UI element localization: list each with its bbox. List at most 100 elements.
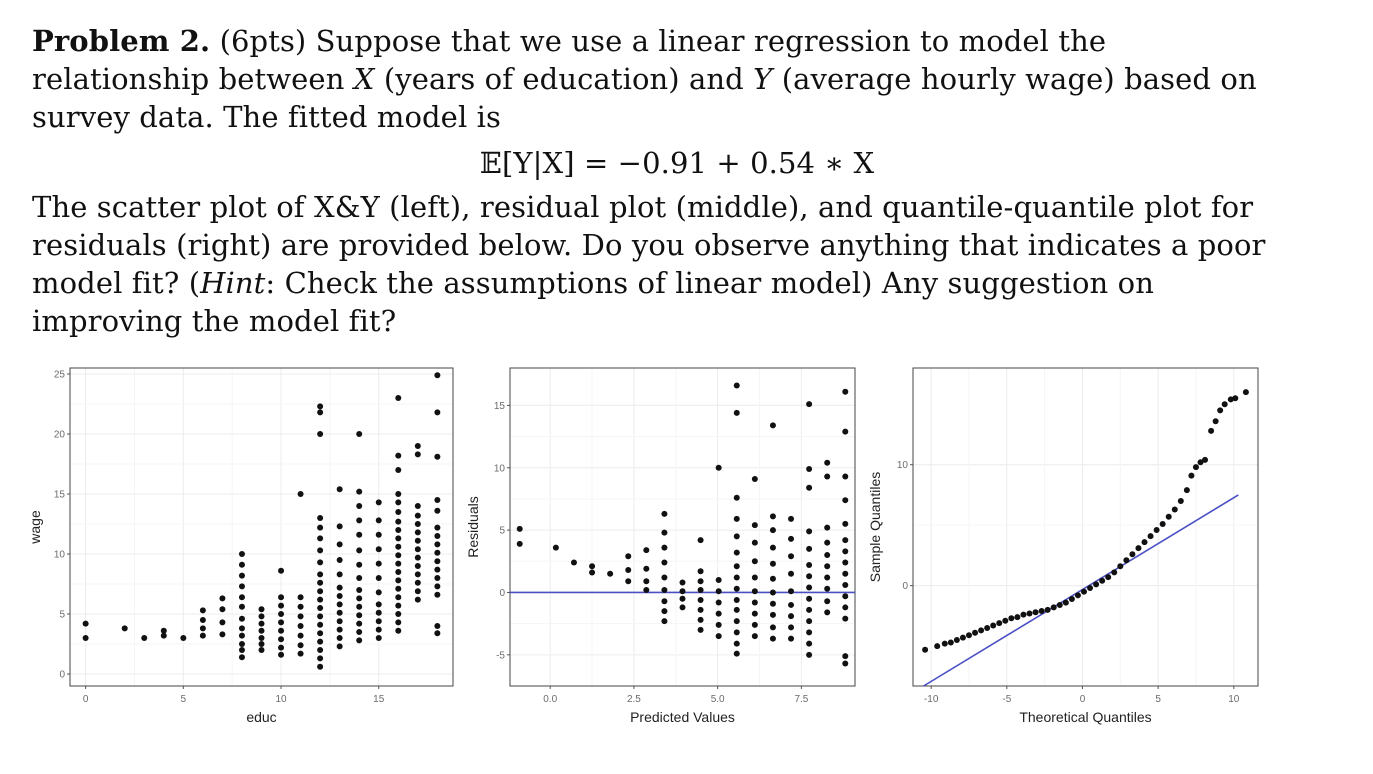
data-point [1093,581,1100,588]
data-point [733,606,740,613]
data-point [733,533,740,540]
hint-label: Hint [200,266,266,300]
data-point [180,635,187,641]
data-point [395,611,402,617]
data-point [414,596,421,603]
data-point [356,603,363,610]
data-point [824,459,831,466]
data-point [336,584,343,591]
data-point [1192,464,1199,471]
data-point [258,647,265,653]
data-point [278,619,285,626]
data-point [1020,611,1027,618]
data-point [788,588,795,595]
data-point [1056,601,1063,608]
data-point [1197,459,1204,466]
data-point [278,602,285,609]
x-tick-label: 0 [1080,694,1086,705]
data-point [570,559,577,566]
data-point [434,583,441,590]
data-point [751,599,758,606]
data-point [395,452,402,459]
data-point [395,552,402,559]
data-point [395,602,402,609]
data-point [806,606,813,613]
data-point [733,563,740,570]
data-point [842,497,849,504]
data-point [336,601,343,608]
data-point [806,618,813,625]
data-point [769,635,776,642]
problem-heading: Problem 2. [32,24,211,58]
qq-plot: -10 -5 0 5 10 0 10 Theoretical Quantiles Sample … [867,367,1259,725]
data-point [82,620,89,627]
data-point [317,579,324,586]
data-point [356,547,363,554]
data-point [715,599,722,606]
data-point [317,638,324,645]
data-point [317,596,324,603]
data-point [238,572,245,579]
data-point [219,619,226,626]
data-point [842,473,849,480]
data-point [1227,396,1234,403]
y-tick-label: 5 [499,526,505,537]
var-y: Y [753,62,773,96]
data-point [317,403,324,410]
data-point [238,647,245,653]
data-point [972,629,979,636]
y-axis-label: wage [27,510,43,545]
data-point [1099,577,1106,584]
data-point [434,372,441,379]
data-point [1080,588,1087,595]
data-point [375,635,382,641]
data-point [806,545,813,552]
data-point [806,629,813,636]
data-point [996,620,1003,627]
data-point [375,618,382,625]
data-point [824,524,831,531]
data-point [806,484,813,491]
data-point [317,559,324,566]
data-point [414,529,421,536]
data-point [1165,513,1172,520]
data-point [1050,604,1057,611]
data-point [414,588,421,595]
data-point [715,621,722,628]
data-point [1208,427,1215,434]
x-tick-label: 10 [1228,694,1240,705]
data-point [219,631,226,638]
data-point [1068,595,1075,602]
data-point [278,651,285,658]
data-point [679,595,686,602]
data-point [258,627,265,634]
data-point [336,609,343,616]
data-point [788,515,795,522]
data-point [395,569,402,575]
data-point [1117,563,1124,570]
data-point [643,586,650,593]
data-point [395,535,402,542]
data-point [434,575,441,581]
data-point [1087,585,1094,592]
data-point [806,466,813,473]
data-point [434,533,441,539]
data-point [733,574,740,581]
data-point [1062,599,1069,606]
data-point [842,660,849,667]
data-point [661,529,668,536]
data-point [395,619,402,626]
problem-paragraph-2: The scatter plot of X&Y (left), residual… [32,188,1292,340]
data-point [589,569,596,576]
plot-frame [912,367,1259,687]
data-point [375,560,382,567]
data-point [1002,617,1009,624]
data-point [733,596,740,603]
x-tick-label: 0 [83,694,89,705]
data-point [356,612,363,619]
data-point [661,618,668,625]
data-point [697,606,704,613]
data-point [434,453,441,460]
data-point [395,560,402,567]
data-point [824,598,831,605]
